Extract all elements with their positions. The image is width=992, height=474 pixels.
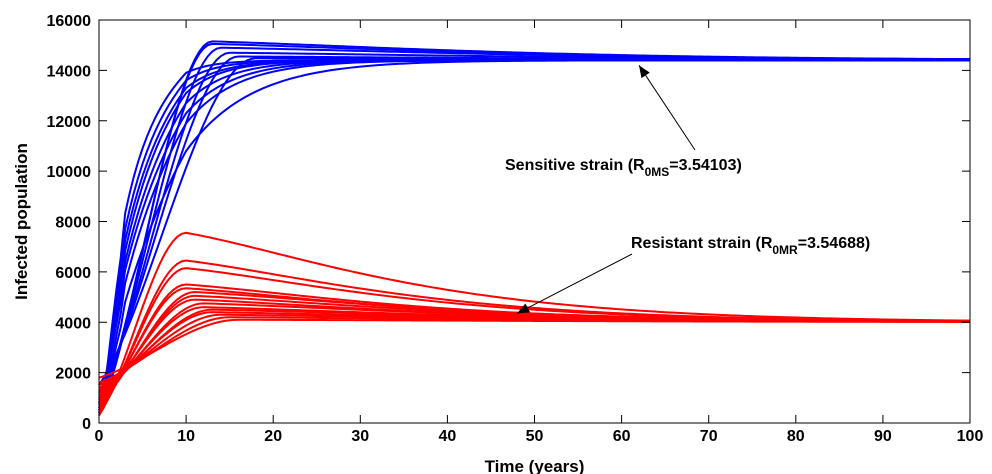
x-tick-label: 100 <box>957 428 984 445</box>
sensitive-curve-4 <box>98 51 971 399</box>
sensitive-curve-1 <box>98 40 971 416</box>
resistant-curve-2 <box>98 259 971 414</box>
y-tick-label: 14000 <box>47 63 92 80</box>
resistant-strain-label: Resistant strain (R0MR=3.54688) <box>631 235 870 257</box>
axis-ticks <box>98 19 971 424</box>
resistant-label-prefix: Resistant strain (R <box>631 235 773 252</box>
sensitive-curve-3 <box>98 46 971 404</box>
x-tick-label: 20 <box>264 428 282 445</box>
sensitive-label-suffix: =3.54103) <box>669 157 742 174</box>
resistant-arrowhead <box>517 303 531 314</box>
resistant-curve-15 <box>98 318 971 379</box>
x-tick-label: 30 <box>351 428 369 445</box>
resistant-curve-13 <box>98 313 971 387</box>
y-tick-label: 12000 <box>47 114 92 131</box>
y-tick-label: 4000 <box>55 315 91 332</box>
resistant-curve-4 <box>98 283 971 409</box>
resistant-curve-12 <box>98 311 971 389</box>
sensitive-curve-2 <box>98 42 971 411</box>
resistant-label-subscript: 0MR <box>772 243 798 257</box>
resistant-curve-3 <box>98 267 971 412</box>
x-tick-label: 0 <box>95 428 104 445</box>
sensitive-arrow <box>638 65 696 151</box>
resistant-curve-1 <box>98 231 971 416</box>
y-tick-label: 10000 <box>47 164 92 181</box>
y-axis-label: Infected population <box>12 143 31 300</box>
y-tick-label: 6000 <box>55 265 91 282</box>
sensitive-label-prefix: Sensitive strain (R <box>505 157 645 174</box>
curves-layer <box>98 40 971 416</box>
sensitive-curve-11 <box>98 59 970 406</box>
y-tick-label: 16000 <box>47 13 92 30</box>
sensitive-curve-14 <box>98 59 970 404</box>
sensitive-curve-12 <box>98 59 970 401</box>
resistant-arrow <box>516 253 633 314</box>
x-tick-label: 60 <box>613 428 631 445</box>
annotations: Sensitive strain (R0MS=3.54103) Resistan… <box>505 65 870 314</box>
sensitive-curve-9 <box>98 59 970 404</box>
sensitive-arrowhead <box>639 65 650 79</box>
x-tick-label: 70 <box>700 428 718 445</box>
x-tick-label: 90 <box>874 428 892 445</box>
y-tick-label: 2000 <box>55 366 91 383</box>
x-tick-label: 80 <box>787 428 805 445</box>
y-tick-label: 0 <box>82 416 91 433</box>
x-tick-label: 10 <box>177 428 195 445</box>
resistant-curve-14 <box>98 316 971 384</box>
tick-labels: 0 10 20 30 40 50 60 70 80 90 100 0 2000 4000 6000 8000 1… <box>47 13 984 445</box>
x-axis-label: Time (years) <box>485 457 585 474</box>
resistant-curve-5 <box>98 287 971 407</box>
y-tick-label: 8000 <box>55 215 91 232</box>
resistant-label-suffix: =3.54688) <box>798 235 871 252</box>
sensitive-strain-label: Sensitive strain (R0MS=3.54103) <box>505 157 742 179</box>
x-tick-label: 40 <box>439 428 457 445</box>
x-tick-label: 50 <box>526 428 544 445</box>
sensitive-label-subscript: 0MS <box>645 165 670 179</box>
